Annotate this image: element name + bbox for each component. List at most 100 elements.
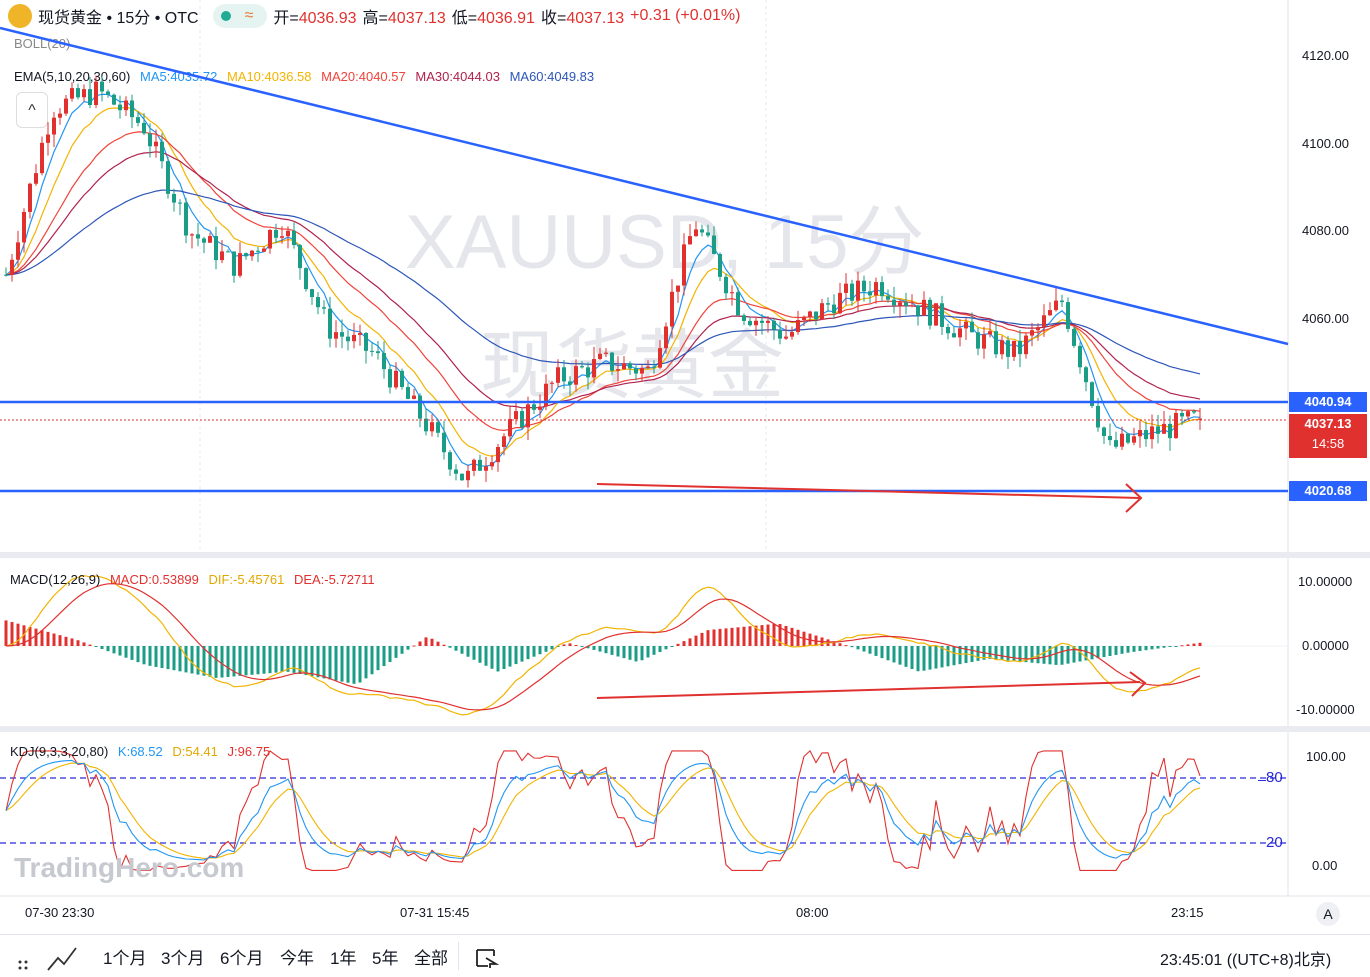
candle-body: [274, 229, 278, 238]
candle-body: [910, 305, 914, 307]
macd-bar: [478, 646, 482, 663]
macd-bar: [970, 646, 974, 662]
clock-timezone[interactable]: 23:45:01 ((UTC+8)北京): [1160, 952, 1332, 969]
range-6m[interactable]: 6个月: [220, 949, 264, 968]
macd-bar: [394, 646, 398, 658]
macd-bar: [358, 646, 362, 683]
macd-bar: [1108, 646, 1112, 657]
brand-watermark: TradingHero.com: [14, 852, 245, 883]
range-5y[interactable]: 5年: [372, 949, 399, 968]
candle-body: [4, 274, 8, 276]
kdj-legend[interactable]: KDJ(9,3,3,20,80) K:68.52 D:54.41 J:96.75: [10, 744, 270, 759]
candle-body: [466, 470, 470, 481]
candle-body: [244, 253, 248, 257]
candle-body: [1132, 436, 1136, 443]
macd-bar: [994, 646, 998, 660]
macd-bar: [460, 646, 464, 654]
macd-bar: [286, 646, 290, 672]
macd-bar: [1126, 646, 1130, 653]
macd-bar: [598, 646, 602, 652]
range-3m[interactable]: 3个月: [161, 949, 205, 968]
market-status-pill[interactable]: ≈: [212, 4, 268, 28]
candle-body: [1060, 300, 1064, 303]
time-label: 23:15: [1171, 905, 1204, 920]
macd-bar: [202, 646, 206, 676]
macd-bar: [742, 626, 746, 646]
candle-body: [34, 173, 38, 184]
candle-body: [670, 291, 674, 327]
candle-body: [772, 320, 776, 330]
macd-bar: [352, 646, 356, 684]
kdj-level-hi-label: 80: [1266, 769, 1283, 786]
macd-bar: [748, 626, 752, 646]
candle-body: [1030, 330, 1034, 336]
descending-trendline[interactable]: [0, 26, 1289, 346]
date-range-icon[interactable]: [474, 944, 500, 970]
range-all[interactable]: 全部: [414, 949, 448, 968]
price-arrowhead: [1125, 483, 1143, 513]
collapse-legend-button[interactable]: ^: [16, 92, 48, 128]
candle-body: [652, 366, 656, 368]
boll-indicator-label[interactable]: BOLL(20): [14, 36, 71, 51]
auto-scale-button[interactable]: A: [1316, 902, 1340, 926]
macd-bar: [556, 646, 560, 647]
candle-body: [982, 334, 986, 349]
macd-bar: [214, 646, 218, 678]
candle-body: [1024, 335, 1028, 355]
macd-bar: [340, 646, 344, 682]
macd-bar: [466, 646, 470, 657]
candle-body: [844, 283, 848, 293]
macd-bar: [898, 646, 902, 665]
candle-body: [418, 395, 422, 419]
candle-body: [574, 366, 578, 385]
candle-body: [136, 117, 140, 123]
macd-bar: [526, 646, 530, 660]
market-open-icon: [220, 11, 231, 21]
macd-bar: [562, 644, 566, 646]
candle-body: [814, 311, 818, 320]
macd-bar: [1150, 646, 1154, 650]
d-value: D:54.41: [172, 744, 218, 759]
ohlc-close: 收=4037.13: [540, 10, 625, 27]
candle-body: [286, 230, 290, 237]
kdj-title: KDJ(9,3,3,20,80): [10, 744, 109, 759]
candle-body: [100, 81, 104, 92]
macd-bar: [376, 646, 380, 671]
candle-body: [694, 229, 698, 237]
macd-bar: [472, 646, 476, 660]
last-price-tag: 4037.13 14:58: [1289, 414, 1367, 458]
price-divergence-arrow[interactable]: [596, 483, 1141, 499]
macd-bar: [772, 624, 776, 646]
macd-divergence-arrow[interactable]: [596, 681, 1141, 699]
macd-bar: [46, 631, 50, 646]
ema5-value: MA5:4035.72: [139, 69, 218, 84]
candle-body: [376, 351, 380, 354]
macd-bar: [250, 646, 254, 675]
macd-bar: [28, 626, 32, 646]
dea-value: DEA:-5.72711: [293, 572, 375, 587]
ema30-value: MA30:4044.03: [415, 69, 500, 84]
macd-bar: [832, 641, 836, 646]
candle-body: [634, 368, 638, 374]
candle-body: [1198, 418, 1202, 420]
candle-body: [112, 94, 116, 105]
drawing-tools-icon[interactable]: [14, 944, 84, 974]
range-1y[interactable]: 1年: [330, 949, 357, 968]
macd-bar: [1144, 646, 1148, 651]
macd-bar: [586, 646, 590, 649]
macd-bar: [100, 646, 104, 649]
candle-body: [340, 332, 344, 337]
candle-body: [976, 332, 980, 349]
macd-legend[interactable]: MACD(12,26,9) MACD:0.53899 DIF:-5.45761 …: [10, 572, 375, 587]
candle-body: [808, 311, 812, 317]
candle-body: [388, 369, 392, 388]
candle-body: [874, 282, 878, 296]
macd-tick: 10.00000: [1298, 574, 1353, 589]
range-1m[interactable]: 1个月: [103, 949, 147, 968]
macd-bar: [934, 646, 938, 669]
ema-legend[interactable]: EMA(5,10,20,30,60) MA5:4035.72 MA10:4036…: [14, 69, 594, 84]
macd-bar: [1168, 646, 1172, 647]
symbol-title[interactable]: 现货黄金 • 15分 • OTC: [38, 10, 199, 27]
range-ytd[interactable]: 今年: [280, 949, 314, 968]
macd-bar: [778, 624, 782, 646]
